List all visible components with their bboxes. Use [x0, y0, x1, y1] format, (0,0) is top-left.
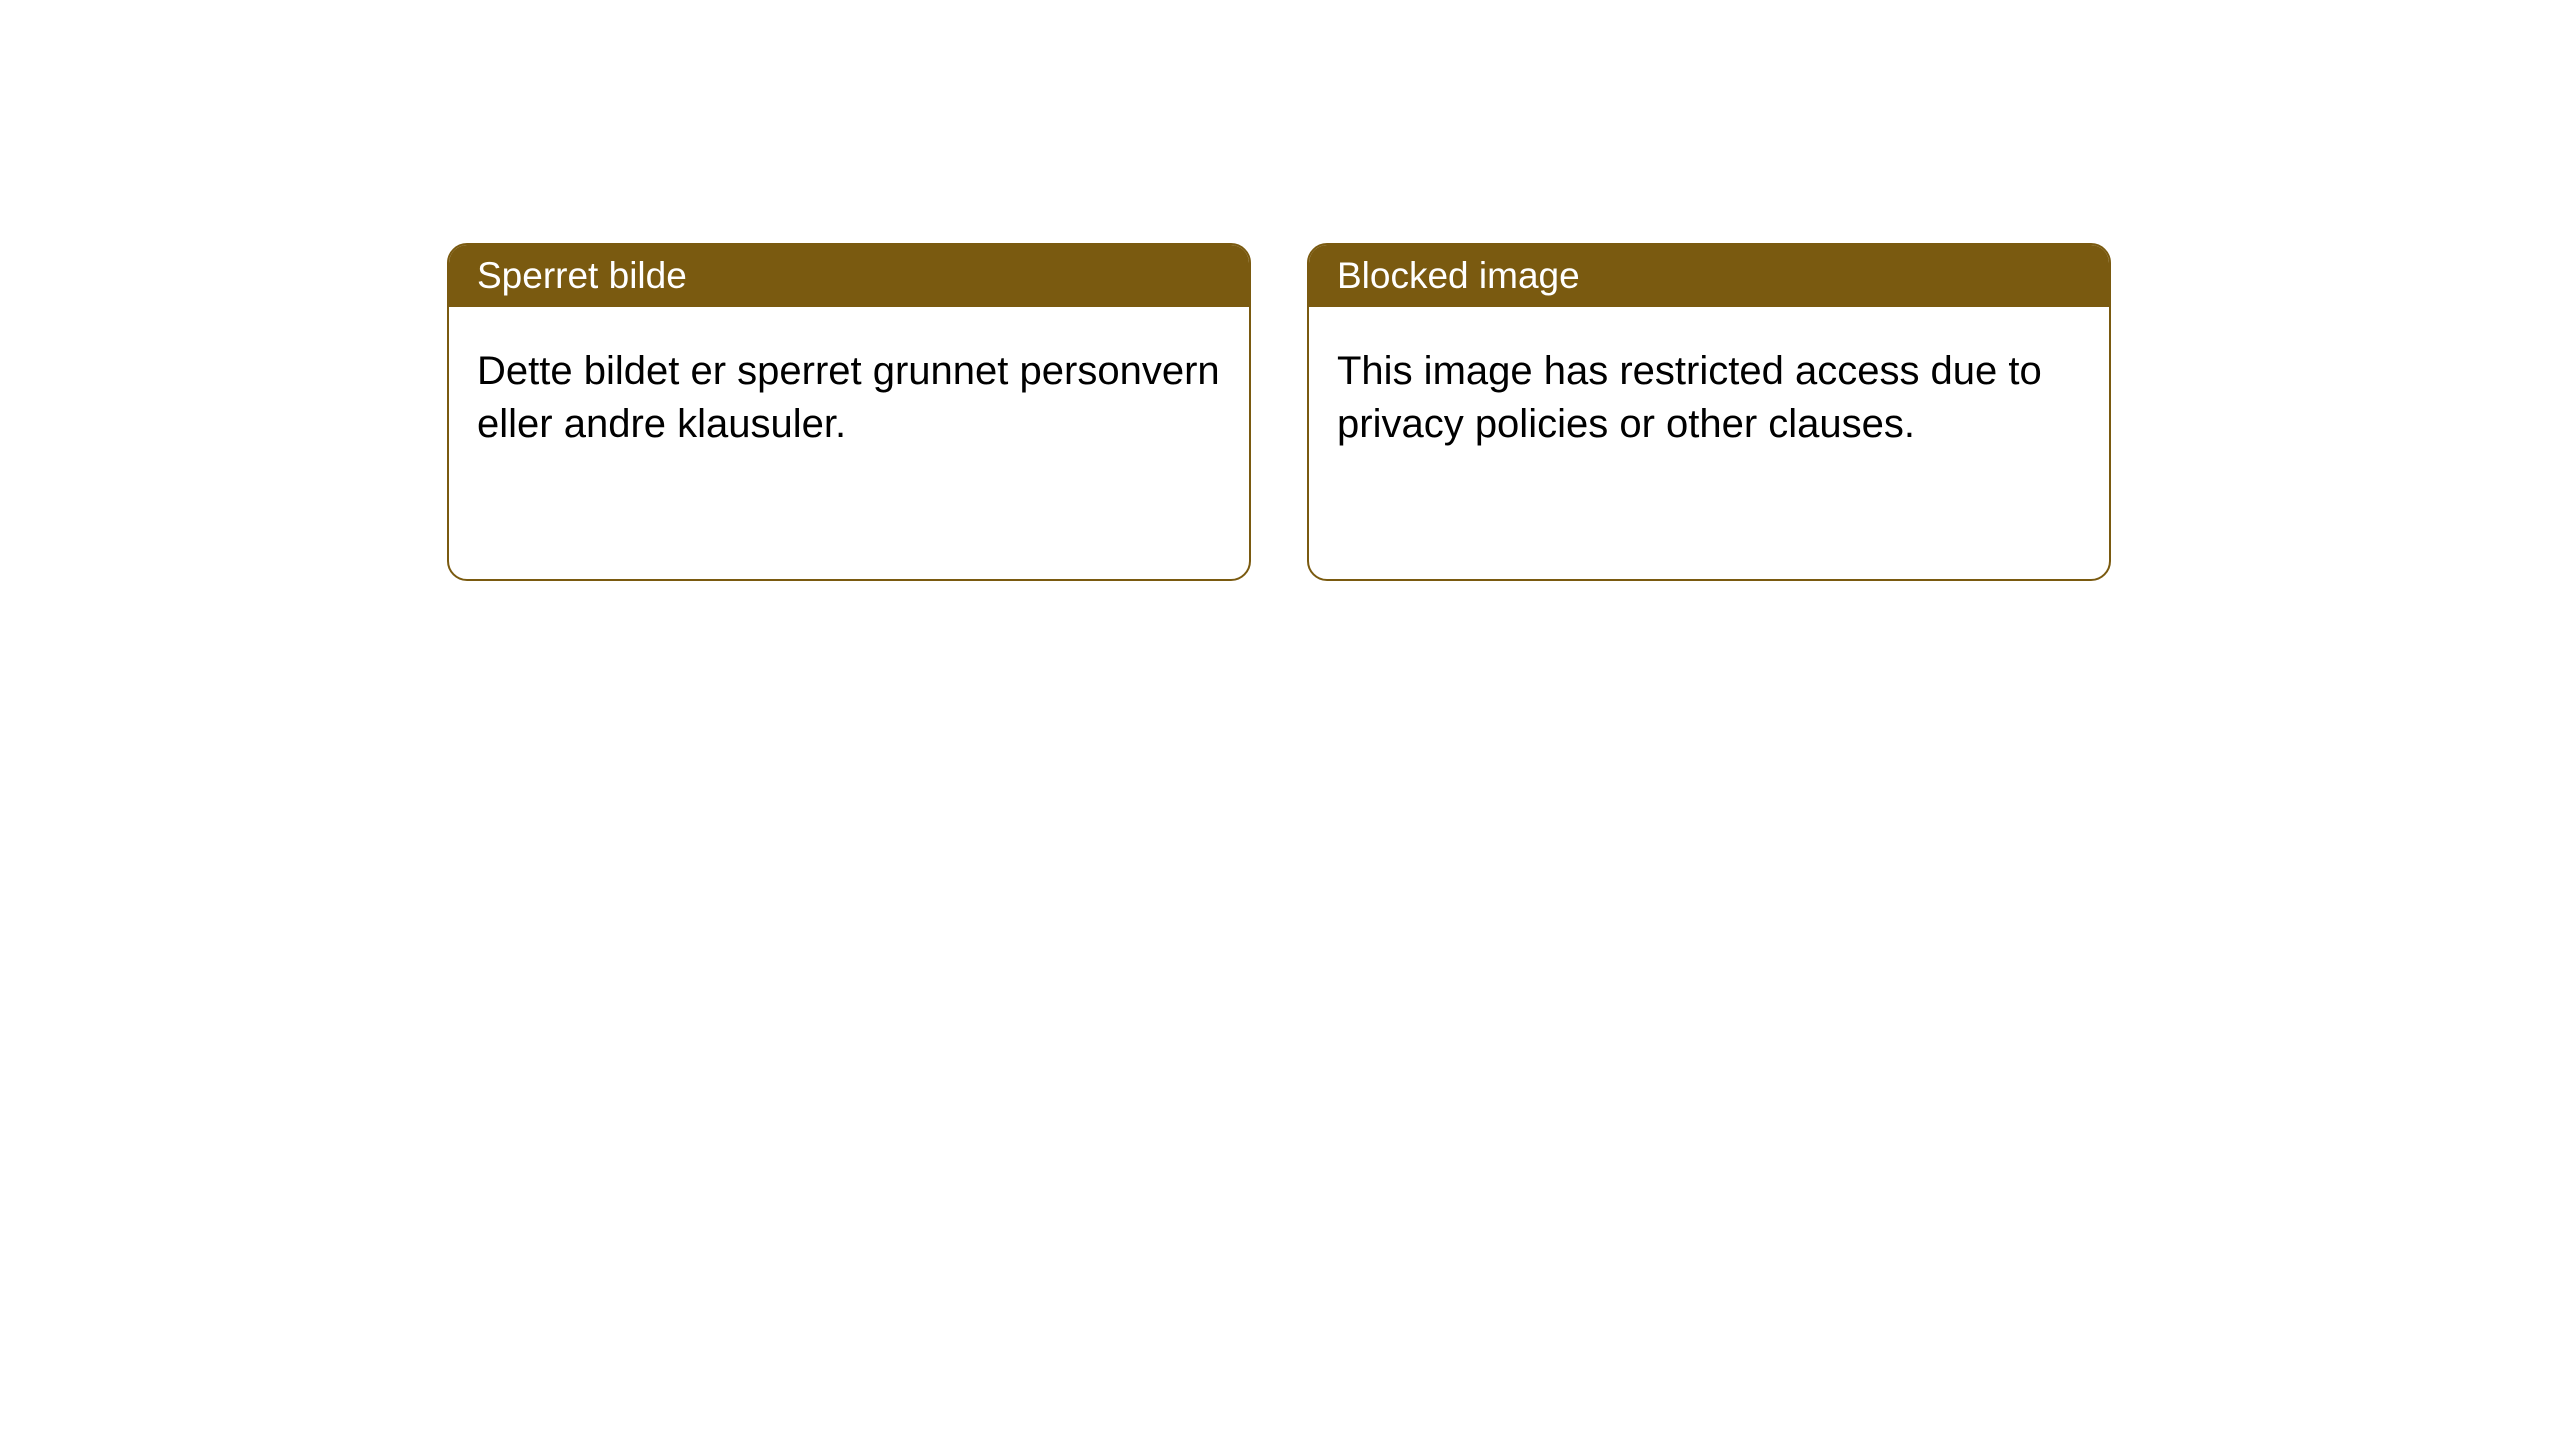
- card-header: Blocked image: [1309, 245, 2109, 307]
- card-body-text: This image has restricted access due to …: [1337, 349, 2042, 446]
- card-body: This image has restricted access due to …: [1309, 307, 2109, 489]
- card-title: Blocked image: [1337, 255, 1580, 296]
- card-header: Sperret bilde: [449, 245, 1249, 307]
- card-body-text: Dette bildet er sperret grunnet personve…: [477, 349, 1220, 446]
- card-title: Sperret bilde: [477, 255, 687, 296]
- notice-card-english: Blocked image This image has restricted …: [1307, 243, 2111, 581]
- card-body: Dette bildet er sperret grunnet personve…: [449, 307, 1249, 489]
- notice-card-norwegian: Sperret bilde Dette bildet er sperret gr…: [447, 243, 1251, 581]
- notice-cards-container: Sperret bilde Dette bildet er sperret gr…: [0, 0, 2560, 581]
